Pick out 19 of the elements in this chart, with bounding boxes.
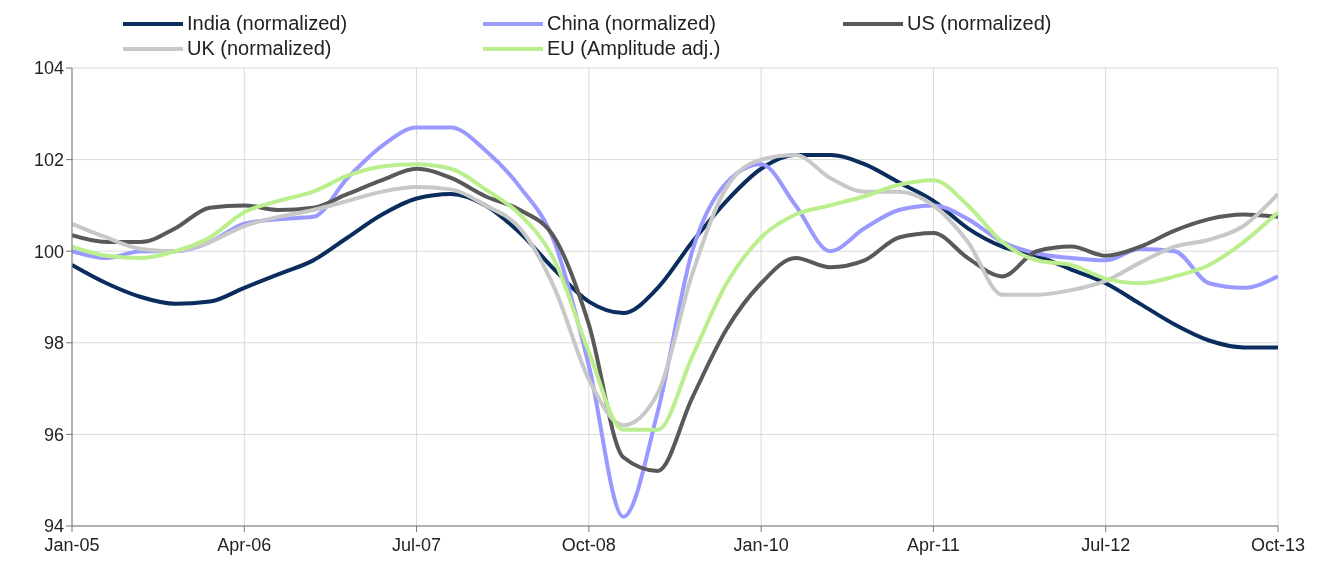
legend-label: US (normalized) — [907, 12, 1052, 35]
legend-label: UK (normalized) — [187, 37, 332, 60]
x-tick-label: Jul-07 — [392, 534, 442, 555]
legend-label: India (normalized) — [187, 12, 348, 35]
x-tick-label: Apr-11 — [907, 534, 960, 555]
x-tick-label: Jul-12 — [1081, 534, 1131, 555]
x-tick-label: Oct-08 — [561, 534, 616, 555]
legend-label: China (normalized) — [547, 12, 716, 35]
y-tick-label: 94 — [43, 516, 64, 537]
y-tick-label: 100 — [33, 241, 64, 262]
y-tick-label: 96 — [43, 424, 64, 445]
x-tick-label: Jan-10 — [733, 534, 789, 555]
x-tick-label: Oct-13 — [1250, 534, 1306, 555]
y-tick-label: 102 — [33, 149, 64, 170]
x-tick-label: Apr-06 — [217, 534, 272, 555]
y-tick-label: 98 — [43, 333, 64, 354]
legend-label: EU (Amplitude adj.) — [547, 37, 721, 60]
y-tick-label: 104 — [33, 58, 64, 79]
x-tick-label: Jan-05 — [44, 534, 100, 555]
